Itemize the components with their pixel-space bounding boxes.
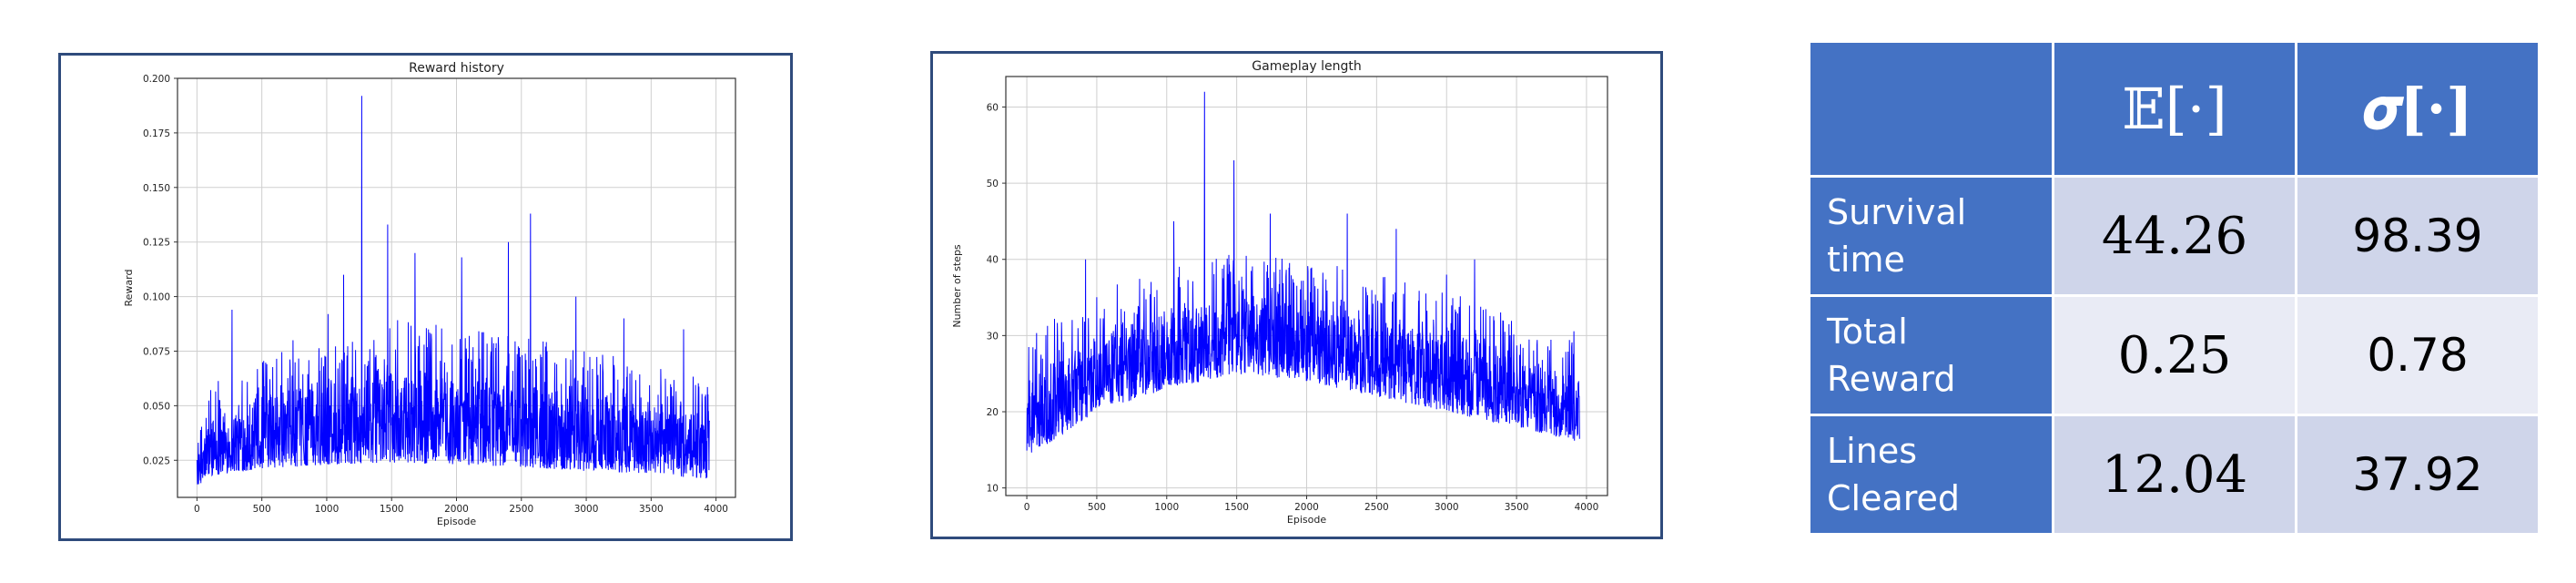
row-label-total-reward: Total Reward xyxy=(1808,294,2054,416)
lines-cleared-std: 37.92 xyxy=(2295,414,2541,536)
x-tick-label: 0 xyxy=(1024,502,1030,513)
x-tick-label: 3500 xyxy=(639,504,664,515)
x-tick-label: 3000 xyxy=(574,504,599,515)
x-axis-label: Episode xyxy=(437,516,476,527)
header-corner xyxy=(1808,39,2054,179)
gameplay-length-chart: 0 500 1000 1500 2000 2500 3000 3500 4000 10 20 30 40… xyxy=(930,51,1663,539)
y-tick-label: 50 xyxy=(987,179,999,189)
x-tick-label: 2000 xyxy=(1294,502,1319,513)
x-tick-label: 0 xyxy=(194,504,200,515)
x-tick-label: 500 xyxy=(253,504,271,515)
x-tick-label: 2500 xyxy=(1364,502,1389,513)
x-tick-label: 1000 xyxy=(315,504,340,515)
x-tick-label: 1500 xyxy=(1224,502,1249,513)
total-reward-mean: 0.25 xyxy=(2052,294,2297,416)
lines-cleared-mean: 12.04 xyxy=(2052,414,2297,536)
x-tick-label: 4000 xyxy=(1575,502,1599,513)
header-expectation: 𝔼[·] xyxy=(2052,39,2297,179)
table-row: Total Reward 0.25 0.78 xyxy=(1808,294,2541,416)
y-tick-label: 0.150 xyxy=(143,183,170,194)
y-tick-label: 60 xyxy=(987,102,999,113)
x-tick-label: 3500 xyxy=(1505,502,1529,513)
y-tick-label: 0.075 xyxy=(143,346,170,357)
chart-title: Gameplay length xyxy=(1252,59,1361,74)
gameplay-length-plot: 0 500 1000 1500 2000 2500 3000 3500 4000 10 20 30 40… xyxy=(951,59,1608,526)
x-tick-label: 4000 xyxy=(704,504,728,515)
row-label-lines-cleared: Lines Cleared xyxy=(1808,414,2054,536)
survival-time-mean: 44.26 xyxy=(2052,175,2297,298)
survival-time-std: 98.39 xyxy=(2295,175,2541,298)
table-header-row: 𝔼[·] 𝝈[·] xyxy=(1808,39,2541,179)
statistics-table: 𝔼[·] 𝝈[·] Survival time 44.26 98.39 Total… xyxy=(1808,39,2541,536)
x-axis-label: Episode xyxy=(1287,514,1326,526)
y-tick-label: 0.125 xyxy=(143,238,170,249)
y-tick-label: 10 xyxy=(987,484,999,495)
x-tick-label: 500 xyxy=(1088,502,1106,513)
chart-title: Reward history xyxy=(409,61,504,76)
y-tick-label: 0.050 xyxy=(143,401,170,412)
y-axis-label: Number of steps xyxy=(951,244,963,328)
y-tick-label: 0.025 xyxy=(143,455,170,466)
x-tick-label: 2500 xyxy=(509,504,533,515)
y-tick-label: 0.175 xyxy=(143,128,170,139)
y-tick-label: 0.200 xyxy=(143,74,170,85)
total-reward-std: 0.78 xyxy=(2295,294,2541,416)
table-row: Survival time 44.26 98.39 xyxy=(1808,175,2541,298)
y-tick-label: 30 xyxy=(987,331,999,342)
y-tick-label: 20 xyxy=(987,407,999,418)
y-tick-label: 40 xyxy=(987,255,999,266)
y-tick-label: 0.100 xyxy=(143,292,170,303)
row-label-survival-time: Survival time xyxy=(1808,175,2054,298)
reward-history-chart: 0 500 1000 1500 2000 2500 3000 3500 4000 0.025 0.0… xyxy=(58,53,793,541)
x-tick-label: 1500 xyxy=(380,504,404,515)
x-tick-label: 3000 xyxy=(1435,502,1459,513)
reward-history-plot: 0 500 1000 1500 2000 2500 3000 3500 4000 0.025 0.0… xyxy=(123,61,736,527)
table-row: Lines Cleared 12.04 37.92 xyxy=(1808,414,2541,536)
series-line xyxy=(196,96,710,485)
x-tick-label: 2000 xyxy=(444,504,469,515)
x-tick-label: 1000 xyxy=(1154,502,1179,513)
header-std-dev: 𝝈[·] xyxy=(2295,39,2541,179)
y-axis-label: Reward xyxy=(123,270,135,307)
series-line xyxy=(1026,91,1580,453)
